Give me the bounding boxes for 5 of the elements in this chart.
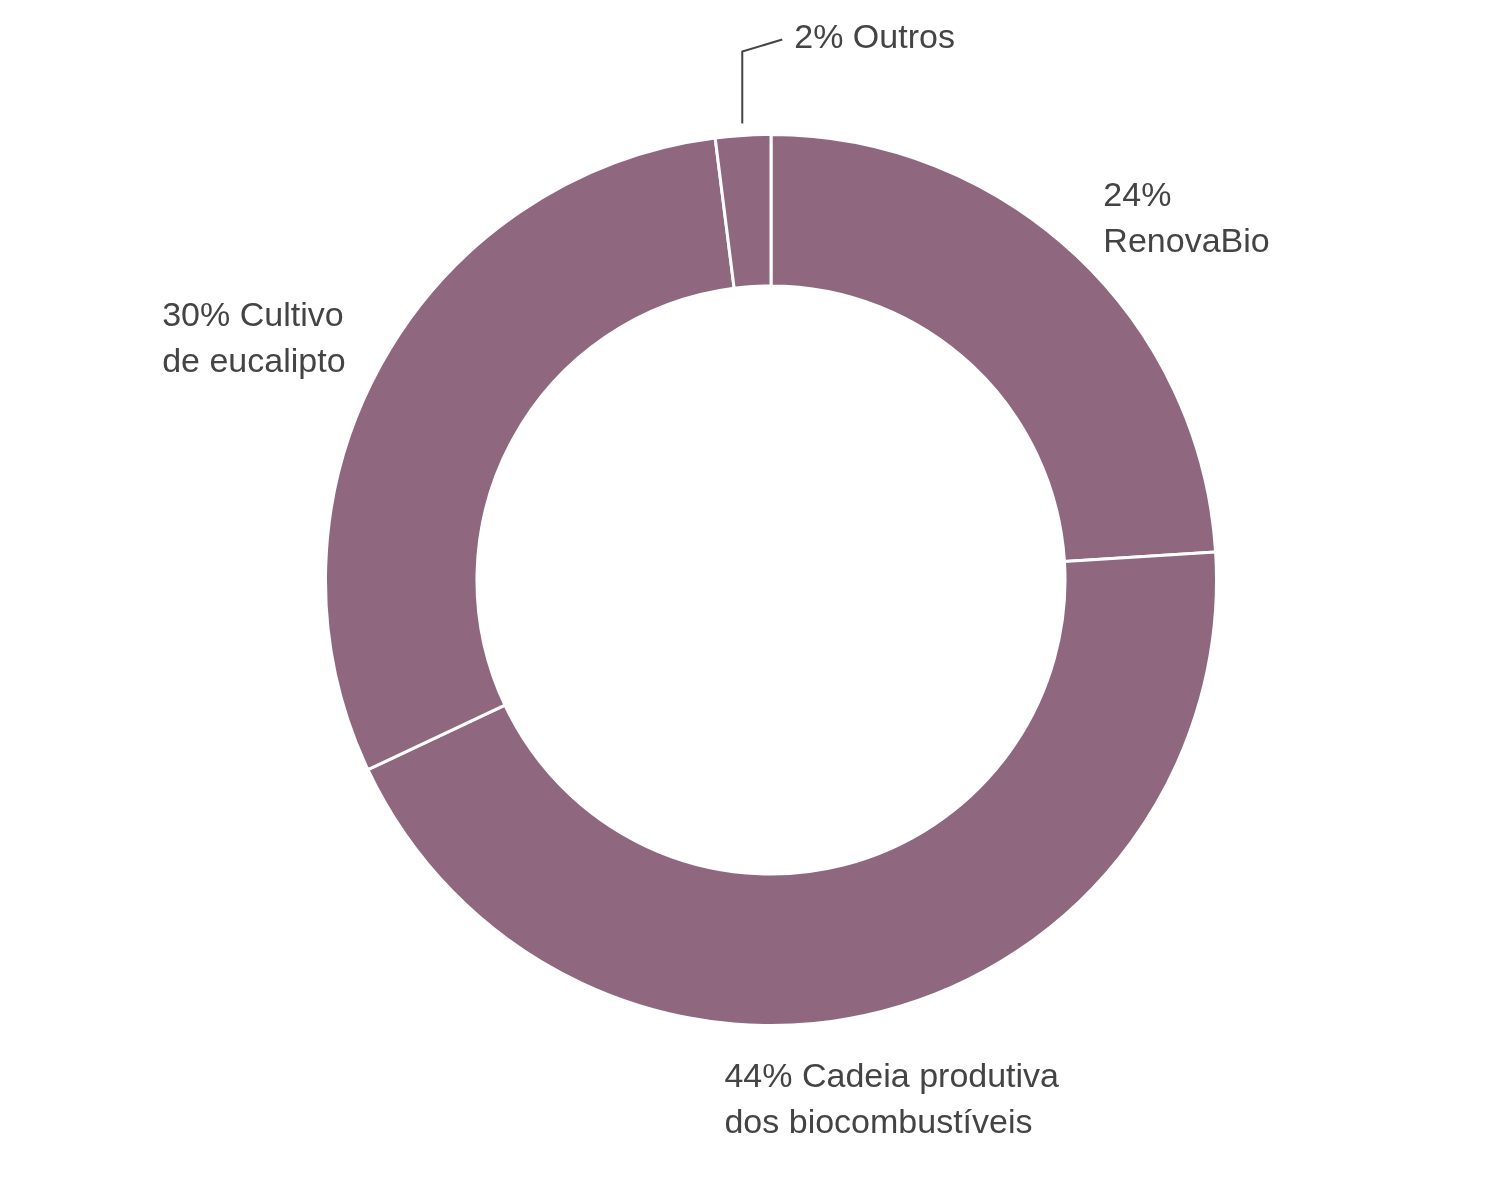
slice-label: 2% Outros — [794, 16, 955, 55]
slice-label: 44% Cadeia produtiva dos biocombustíveis — [724, 1055, 1060, 1140]
data-label: 24% — [1103, 175, 1172, 214]
slice-label: RenovaBio — [1103, 221, 1270, 260]
slice-label: 30% Cultivo de eucalipto — [162, 295, 346, 380]
